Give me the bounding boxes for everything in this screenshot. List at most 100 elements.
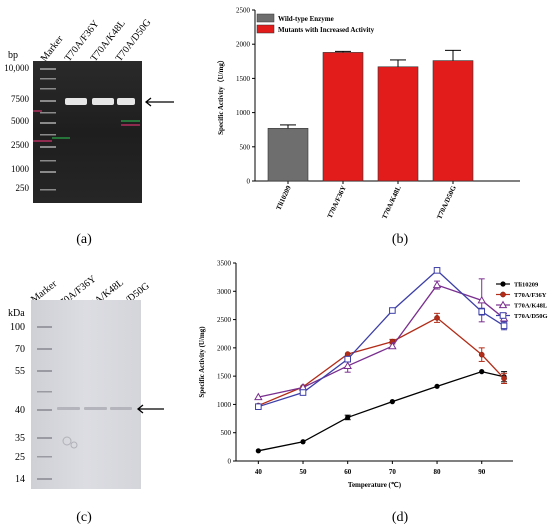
x-tick-label: T70A/D50G — [435, 184, 458, 221]
line-chart-legend: Tli10209 T70A/F36Y T70A/K48L T70A/D50G — [496, 281, 548, 320]
ladder-band — [40, 160, 56, 162]
legend-label-2: T70A/F36Y — [514, 292, 547, 299]
legend-marker-4 — [499, 312, 507, 319]
legend-label-4: T70A/D50G — [514, 313, 548, 320]
sample-band — [117, 98, 135, 105]
y-tick-label: 3500 — [217, 260, 232, 268]
ladder-band — [37, 409, 52, 411]
y-axis-label: Specific Activity (U/mg) — [198, 326, 206, 398]
legend-label-3: T70A/K48L — [514, 303, 548, 310]
series-point-3 — [477, 295, 486, 304]
sample-band — [65, 98, 87, 105]
ladder-band — [40, 100, 56, 102]
sample-band — [92, 98, 114, 105]
bar-chart-marks — [267, 49, 474, 182]
gel-bubbles — [62, 436, 78, 449]
marker-size: 35 — [15, 433, 25, 444]
panel-a-caption: (a) — [76, 232, 92, 247]
series-point-3 — [388, 341, 397, 350]
legend-swatch-wild — [256, 13, 275, 23]
bar-1 — [267, 128, 309, 182]
x-tick-label: Tli10209 — [275, 184, 293, 211]
panel-b: 0 500 1000 1500 2000 2500 Specific Activity（U/… — [217, 7, 520, 247]
sample-band — [57, 407, 80, 410]
y-tick-label: 0 — [247, 178, 251, 186]
marker-size: 100 — [10, 322, 25, 333]
series-point-1 — [389, 399, 395, 405]
panel-c-caption: (c) — [76, 510, 92, 525]
legend-marker-3 — [498, 300, 508, 309]
protein-marker-sizes: 100 70 55 40 35 25 14 — [10, 322, 25, 485]
bar-3 — [377, 66, 419, 182]
series-point-4 — [433, 267, 441, 274]
protein-sample-bands — [57, 407, 132, 410]
ladder-band — [40, 112, 56, 114]
sample-band — [84, 407, 107, 410]
x-tick-label: 80 — [434, 468, 442, 476]
panel-a: bp Marker T70A/F36Y T70A/K48L T70A/D50G … — [4, 17, 174, 247]
ladder-band — [40, 171, 56, 173]
series-point-3 — [343, 361, 352, 370]
dna-sample-bands — [65, 98, 135, 105]
panel-b-caption: (b) — [392, 232, 409, 247]
series-point-4 — [255, 403, 262, 410]
series-point-2 — [501, 375, 507, 382]
y-tick-label: 500 — [221, 429, 232, 437]
panel-a-lane-labels: Marker T70A/F36Y T70A/K48L T70A/D50G — [39, 17, 154, 64]
panel-c-kda-label: kDa — [8, 308, 25, 319]
series-line-4 — [258, 269, 505, 408]
band-arrow — [144, 97, 174, 107]
marker-size: 2500 — [11, 140, 30, 150]
series-point-1 — [345, 414, 351, 421]
x-tick-label: 60 — [344, 468, 352, 476]
marker-size: 14 — [15, 474, 25, 485]
marker-annotation-lines — [33, 110, 140, 142]
y-tick-label: 3000 — [217, 288, 232, 296]
marker-size: 7500 — [11, 94, 30, 104]
sample-band — [110, 407, 132, 410]
legend-marker-2 — [500, 291, 506, 298]
ladder-band — [37, 391, 52, 393]
series-point-4 — [389, 307, 396, 314]
panel-a-bp-label: bp — [8, 50, 18, 61]
series-line-3 — [258, 284, 505, 398]
series-line-2 — [258, 317, 505, 407]
marker-size: 25 — [15, 452, 25, 463]
marker-size: 5000 — [11, 116, 30, 126]
ladder-band — [40, 68, 56, 70]
ladder-band — [40, 78, 56, 80]
y-tick-label: 1000 — [217, 401, 232, 409]
panel-d: 0 500 1000 1500 2000 2500 3000 3500 40 50 60 70 80 90… — [198, 260, 548, 526]
ladder-band — [37, 478, 52, 480]
ladder-band — [37, 326, 52, 328]
protein-gel-image — [31, 300, 141, 489]
marker-size: 40 — [15, 405, 25, 416]
marker-size: 10,000 — [4, 63, 29, 73]
ladder-band — [37, 348, 52, 350]
series-point-2 — [434, 315, 440, 321]
ladder-band — [37, 437, 52, 439]
marker-size: 55 — [15, 366, 25, 377]
protein-band-arrow — [136, 404, 164, 414]
marker-size: 1000 — [11, 164, 30, 174]
y-tick-label: 2000 — [236, 41, 251, 49]
series-point-4 — [344, 355, 351, 363]
y-tick-label: 1500 — [236, 75, 251, 83]
series-point-2 — [478, 351, 485, 358]
ladder-band — [40, 88, 56, 90]
lane-label-marker: Marker — [39, 33, 66, 63]
series-point-4 — [500, 322, 508, 330]
ladder-band — [40, 189, 56, 191]
y-tick-label: 500 — [240, 143, 251, 151]
y-tick-label: 2500 — [217, 316, 232, 324]
x-tick-label: 40 — [255, 468, 263, 476]
ladder-band — [37, 456, 52, 458]
protein-marker-ladder — [37, 326, 52, 480]
dna-marker-sizes: 10,000 7500 5000 2500 1000 250 — [4, 63, 29, 193]
legend-label-1: Tli10209 — [514, 282, 539, 289]
panel-c: kDa Marker T70A/F36Y T70A/K48L T70A/D50G… — [8, 274, 164, 525]
series-line-1 — [258, 370, 505, 452]
x-tick-label: 70 — [389, 468, 397, 476]
